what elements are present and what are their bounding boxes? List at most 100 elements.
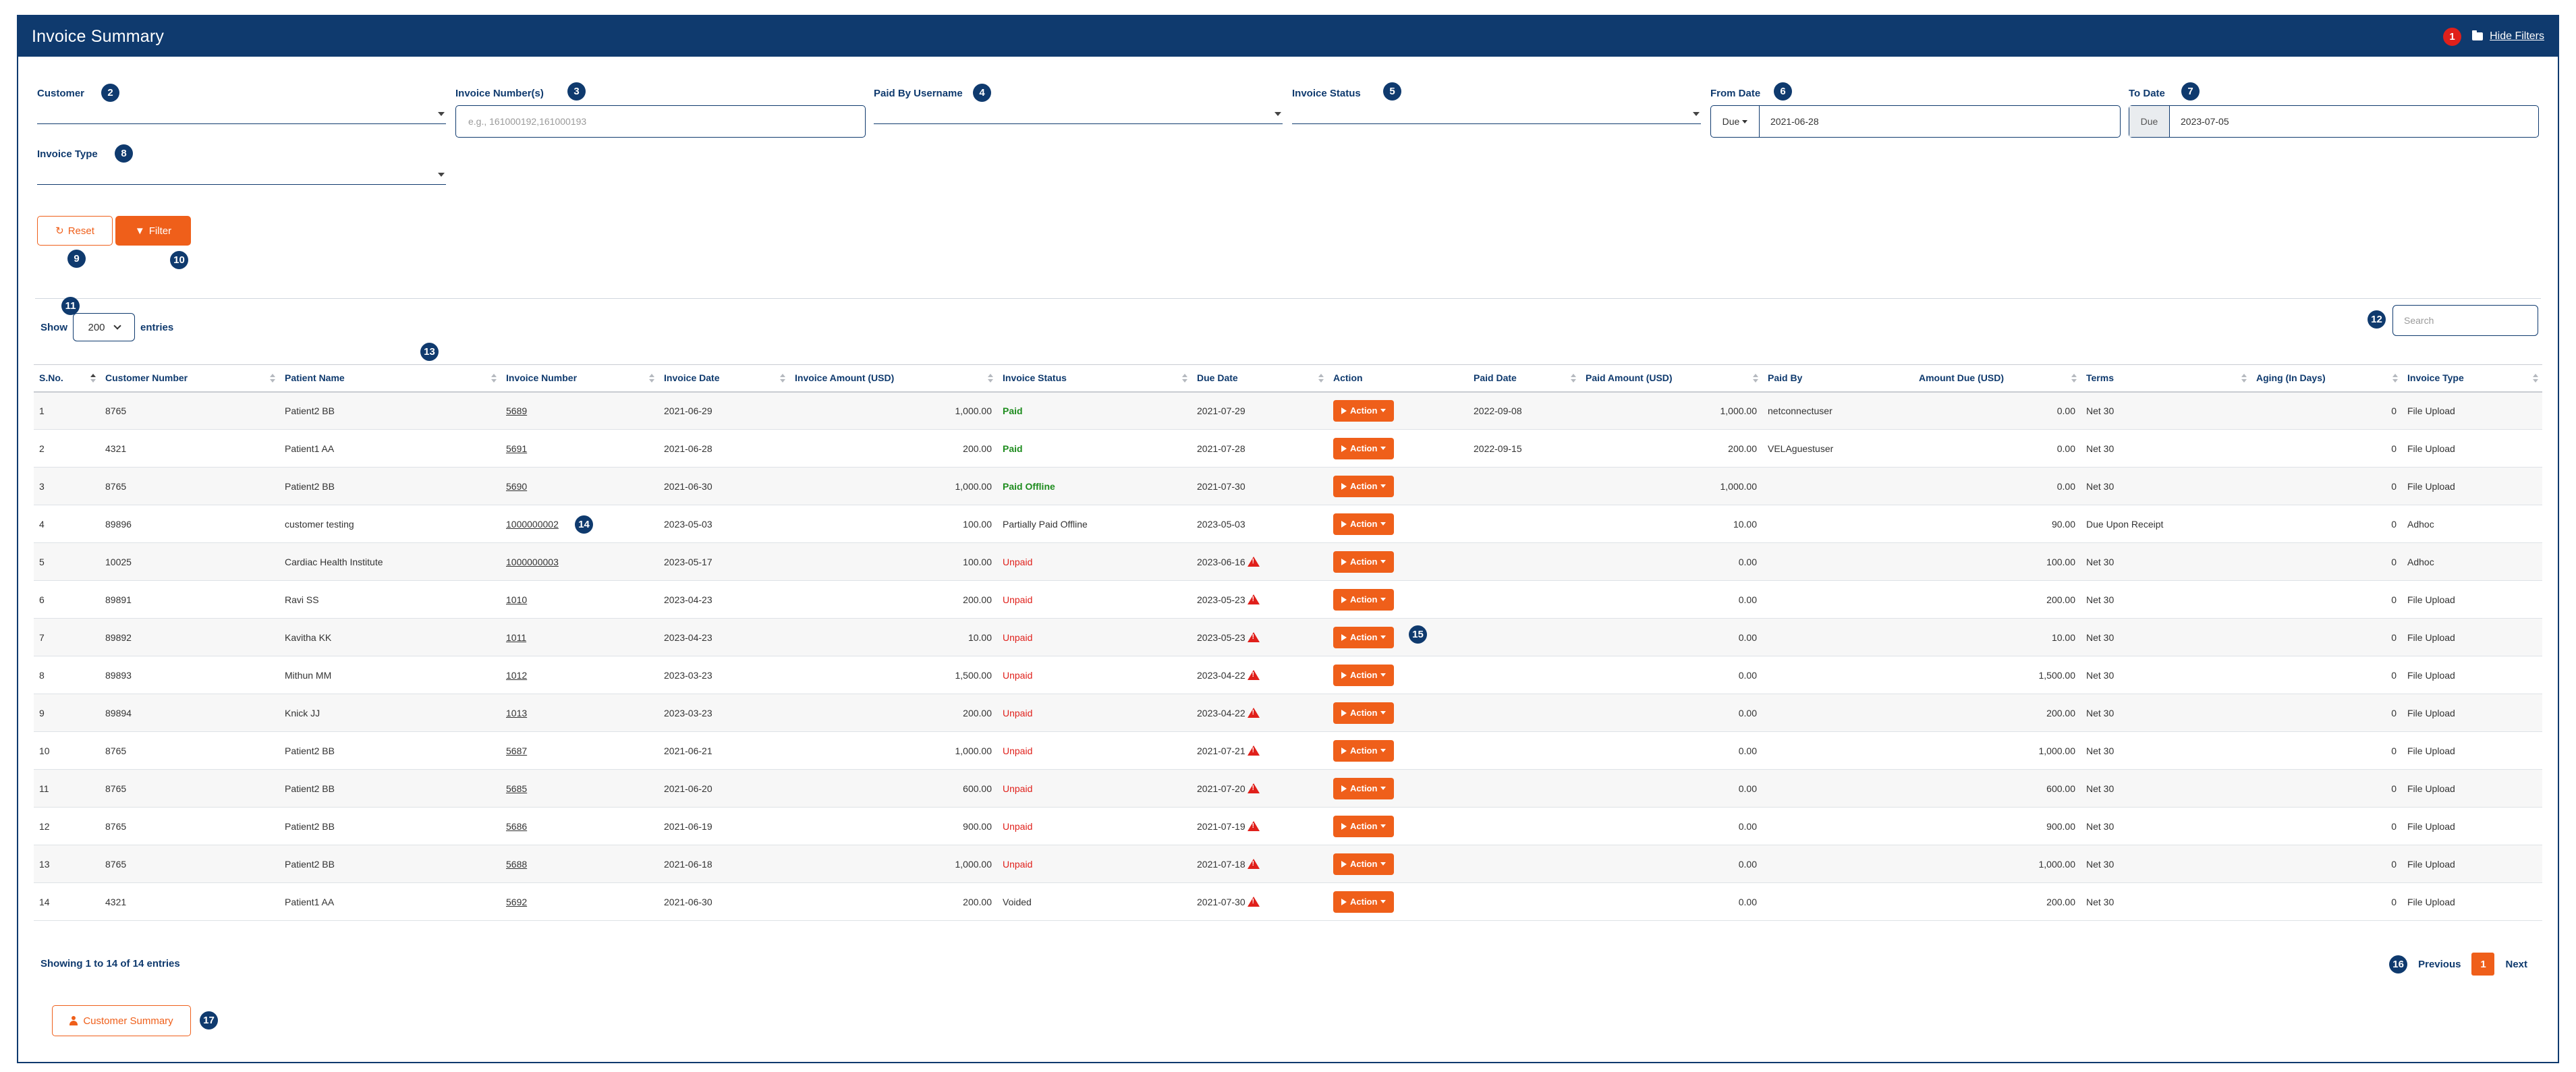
chevron-down-icon (1693, 112, 1700, 116)
action-dropdown-button[interactable]: Action (1333, 513, 1395, 535)
table-cell: 600.00 (1913, 769, 2081, 808)
action-label: Action (1350, 783, 1378, 793)
table-cell: Mithun MM (279, 656, 501, 694)
play-icon (1341, 445, 1347, 452)
action-dropdown-button[interactable]: Action (1333, 437, 1395, 459)
invoice-number-cell: 5690 (501, 467, 659, 505)
action-dropdown-button[interactable]: Action (1333, 399, 1395, 422)
invoice-number-link[interactable]: 5689 (506, 405, 528, 416)
col-invoice-type[interactable]: Invoice Type (2402, 364, 2542, 393)
customer-summary-button[interactable]: Customer Summary (52, 1005, 191, 1036)
table-cell: 0.00 (1913, 467, 2081, 505)
filter-button[interactable]: ▼ Filter (115, 216, 191, 246)
invoice-number-link[interactable]: 1000000002 (506, 518, 559, 530)
table-cell: File Upload (2402, 656, 2542, 694)
col-paid-amount[interactable]: Paid Amount (USD) (1580, 364, 1762, 393)
action-dropdown-button[interactable]: Action (1333, 891, 1395, 913)
col-invoice-date[interactable]: Invoice Date (659, 364, 789, 393)
from-date-type-dropdown[interactable]: Due (1711, 106, 1760, 137)
invoice-type-select[interactable] (37, 165, 446, 185)
action-cell: Action (1328, 580, 1468, 619)
play-icon (1341, 709, 1347, 716)
table-cell: 2023-03-23 (659, 694, 789, 732)
table-cell: 5 (34, 542, 100, 581)
action-label: Action (1350, 708, 1378, 718)
hide-filters-link[interactable]: Hide Filters (2472, 30, 2544, 43)
play-icon (1341, 822, 1347, 830)
col-amount-due[interactable]: Amount Due (USD) (1913, 364, 2081, 393)
table-cell: 2022-09-08 (1468, 391, 1580, 430)
invoice-number-link[interactable]: 1011 (506, 631, 527, 643)
table-search-input[interactable]: Search (2392, 305, 2538, 336)
table-cell: 3 (34, 467, 100, 505)
status-text: Unpaid (1003, 858, 1033, 870)
action-dropdown-button[interactable]: Action (1333, 475, 1395, 497)
sort-icon (1182, 374, 1187, 383)
invoice-number-link[interactable]: 5686 (506, 820, 528, 832)
col-label: Invoice Number (506, 372, 578, 384)
action-dropdown-button[interactable]: Action (1333, 626, 1395, 648)
action-dropdown-button[interactable]: Action (1333, 739, 1395, 762)
invoice-number-cell: 5686 (501, 807, 659, 845)
due-date-cell: 2021-07-20 (1192, 769, 1328, 808)
col-label: Amount Due (USD) (1919, 372, 2004, 384)
customer-select[interactable] (37, 104, 446, 124)
from-date-input[interactable]: 2021-06-28 (1770, 116, 1819, 127)
due-date-cell: 2021-07-18 (1192, 845, 1328, 883)
col-invoice-number[interactable]: Invoice Number (501, 364, 659, 393)
action-dropdown-button[interactable]: Action (1333, 702, 1395, 724)
col-invoice-status[interactable]: Invoice Status (997, 364, 1192, 393)
invoice-number-cell: 5688 (501, 845, 659, 883)
invoice-number-link[interactable]: 1013 (506, 707, 528, 718)
table-row: 8 89893 Mithun MM 1012 2023-03-23 1,500.00 Unp… (34, 656, 2542, 694)
invoice-number-link[interactable]: 5688 (506, 858, 528, 870)
invoice-number-link[interactable]: 1010 (506, 594, 528, 605)
due-date-text: 2021-07-30 (1197, 480, 1245, 492)
col-sno[interactable]: S.No. (34, 364, 100, 393)
invoice-status-cell: Paid (997, 429, 1192, 468)
action-dropdown-button[interactable]: Action (1333, 853, 1395, 875)
due-date-cell: 2021-07-29 (1192, 391, 1328, 430)
reset-button[interactable]: ↻ Reset (37, 216, 113, 246)
col-paid-by[interactable]: Paid By (1762, 364, 1913, 393)
invoice-number-link[interactable]: 1012 (506, 669, 528, 681)
col-aging[interactable]: Aging (In Days) (2251, 364, 2402, 393)
invoice-status-select[interactable] (1292, 104, 1701, 124)
table-cell: 900.00 (789, 807, 997, 845)
action-dropdown-button[interactable]: Action (1333, 588, 1395, 611)
action-dropdown-button[interactable]: Action (1333, 664, 1395, 686)
entries-select[interactable]: 200 (73, 313, 135, 341)
hide-filters-label: Hide Filters (2490, 30, 2544, 42)
page-1-button[interactable]: 1 (2471, 953, 2495, 976)
table-cell: 89893 (100, 656, 279, 694)
col-patient-name[interactable]: Patient Name (279, 364, 501, 393)
table-cell: 0.00 (1580, 656, 1762, 694)
invoice-number-link[interactable]: 5692 (506, 896, 528, 907)
col-terms[interactable]: Terms (2081, 364, 2251, 393)
to-date-input[interactable]: 2023-07-05 (2181, 116, 2229, 127)
sort-icon (988, 374, 993, 383)
table-cell: 8765 (100, 467, 279, 505)
col-paid-date[interactable]: Paid Date (1468, 364, 1580, 393)
due-date-text: 2021-07-30 (1197, 896, 1245, 907)
invoice-number-link[interactable]: 1000000003 (506, 556, 559, 567)
invoice-number-cell: 1013 (501, 694, 659, 732)
previous-page-button[interactable]: Previous (2418, 958, 2461, 970)
col-customer-number[interactable]: Customer Number (100, 364, 279, 393)
col-due-date[interactable]: Due Date (1192, 364, 1328, 393)
invoice-numbers-label: Invoice Number(s) (455, 88, 544, 99)
action-dropdown-button[interactable]: Action (1333, 551, 1395, 573)
paid-by-select[interactable] (874, 104, 1283, 124)
status-text: Paid (1003, 405, 1023, 416)
invoice-number-link[interactable]: 5685 (506, 783, 528, 794)
col-invoice-amount[interactable]: Invoice Amount (USD) (789, 364, 997, 393)
table-cell: Net 30 (2081, 845, 2251, 883)
action-dropdown-button[interactable]: Action (1333, 815, 1395, 837)
next-page-button[interactable]: Next (2505, 958, 2527, 970)
invoice-number-link[interactable]: 5691 (506, 443, 528, 454)
table-cell: File Upload (2402, 882, 2542, 921)
invoice-number-link[interactable]: 5687 (506, 745, 528, 756)
invoice-number-link[interactable]: 5690 (506, 480, 528, 492)
invoice-numbers-input[interactable]: e.g., 161000192,161000193 (455, 105, 866, 138)
action-dropdown-button[interactable]: Action (1333, 777, 1395, 799)
